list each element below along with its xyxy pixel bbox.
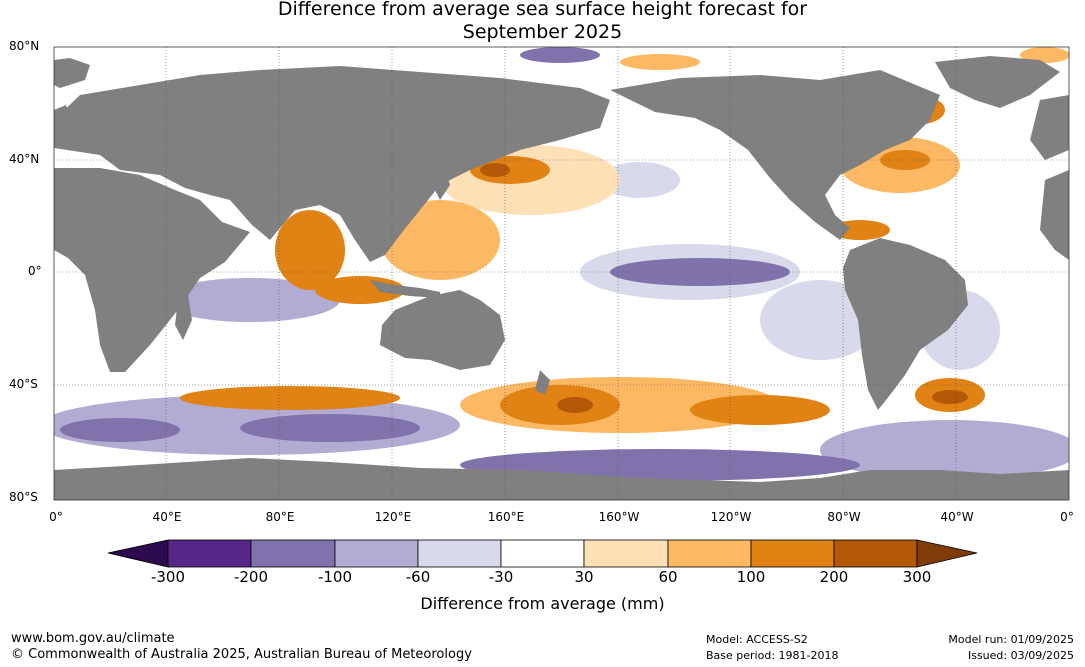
southern-ocean-band-east — [820, 420, 1069, 480]
lat-label-40n: 40°N — [9, 152, 40, 166]
lon-label-160w: 160°W — [598, 510, 640, 524]
south-atlantic-core — [932, 390, 968, 404]
land-africa — [54, 168, 250, 372]
land-south-america — [843, 238, 968, 410]
lon-label-40w: 40°W — [940, 510, 974, 524]
colorbar-segment — [417, 539, 502, 568]
colorbar-segment — [167, 539, 252, 568]
colorbar-tick: -60 — [405, 568, 431, 586]
lon-label-160e: 160°E — [487, 510, 525, 524]
land-madagascar — [175, 295, 192, 340]
lon-label-80e: 80°E — [265, 510, 295, 524]
footer-model-run: Model run: 01/09/2025 — [948, 633, 1074, 646]
lon-label-120e: 120°E — [374, 510, 412, 524]
land-australia — [380, 290, 505, 370]
kuroshio-core — [480, 163, 510, 177]
lat-label-80s: 80°S — [9, 490, 38, 504]
colorbar-tick: 200 — [819, 568, 849, 586]
land-indonesia — [370, 280, 440, 298]
lon-label-0-right: 0° — [1060, 510, 1074, 524]
lon-label-40e: 40°E — [152, 510, 182, 524]
bay-of-bengal-high — [275, 210, 345, 290]
land-greenland — [935, 56, 1060, 108]
land-japan — [430, 170, 450, 200]
lon-label-80w: 80°W — [827, 510, 861, 524]
land-north-america — [610, 70, 940, 240]
arctic-high — [620, 54, 700, 70]
positive-anomaly-regions — [135, 47, 1069, 433]
barents-high — [1020, 47, 1069, 63]
north-pacific-low — [600, 162, 680, 198]
footer-model: Model: ACCESS-S2 — [706, 633, 808, 646]
colorbar-tick: 60 — [658, 568, 678, 586]
southeast-pacific-high — [690, 395, 830, 425]
colorbar-tick: -30 — [488, 568, 514, 586]
colorbar-min-arrow — [107, 539, 169, 568]
colorbar-units-label: Difference from average (mm) — [420, 594, 665, 613]
colorbar-tick: 30 — [574, 568, 594, 586]
land-masses — [54, 56, 1069, 500]
colorbar-tick: 100 — [736, 568, 766, 586]
colorbar-segment — [250, 539, 336, 568]
map-frame — [53, 46, 1070, 501]
lat-label-80n: 80°N — [9, 39, 40, 53]
lat-label-eq: 0° — [28, 264, 42, 278]
land-antarctica — [54, 458, 1069, 500]
land-africa-west-edge — [1040, 170, 1069, 260]
southern-ocean-deep-2 — [60, 418, 180, 442]
colorbar-segment — [750, 539, 835, 568]
southern-ocean-deep-1 — [240, 414, 420, 442]
colorbar-max-arrow — [916, 539, 978, 568]
colorbar-tick: -100 — [317, 568, 353, 586]
lat-label-40s: 40°S — [9, 377, 38, 391]
map-title-line-1: Difference from average sea surface heig… — [277, 0, 808, 20]
colorbar-segment — [833, 539, 918, 568]
land-europe-west — [1030, 95, 1069, 160]
colorbar-segment — [500, 539, 585, 568]
colorbar-tick: 300 — [902, 568, 932, 586]
southern-indian-high — [180, 386, 400, 410]
graticule — [54, 47, 1069, 500]
arctic-low — [520, 47, 600, 63]
footer-base-period: Base period: 1981-2018 — [706, 649, 839, 662]
land-uk — [54, 105, 70, 125]
gulf-stream-core — [880, 150, 930, 170]
colorbar-tick: -200 — [233, 568, 269, 586]
lon-label-120w: 120°W — [710, 510, 752, 524]
colorbar-segment — [667, 539, 752, 568]
footer-copyright: © Commonwealth of Australia 2025, Austra… — [11, 647, 472, 662]
land-scandinavia-arctic — [54, 58, 90, 88]
map-title-line-2: September 2025 — [462, 21, 623, 43]
colorbar-segment — [334, 539, 419, 568]
colorbar-segment — [583, 539, 669, 568]
footer-url: www.bom.gov.au/climate — [11, 631, 175, 646]
land-eurasia — [54, 66, 610, 262]
land-new-zealand — [535, 370, 550, 395]
indian-ocean-low — [160, 278, 340, 322]
footer-issued: Issued: 03/09/2025 — [967, 649, 1074, 662]
south-pacific-core — [557, 397, 593, 413]
colorbar-tick: -300 — [150, 568, 186, 586]
lon-label-0-left: 0° — [49, 510, 63, 524]
